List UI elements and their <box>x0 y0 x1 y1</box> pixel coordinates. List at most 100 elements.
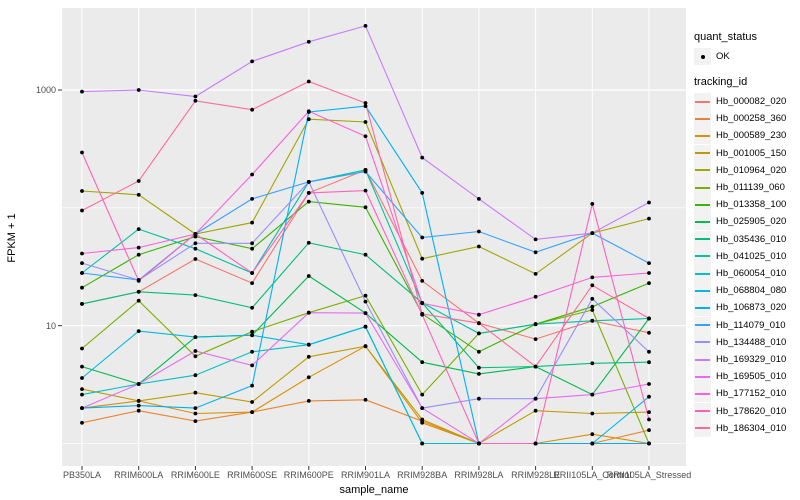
data-point <box>533 294 538 299</box>
data-point <box>363 134 368 139</box>
legend-label: Hb_000258_360 <box>716 113 787 125</box>
legend-line-swatch <box>695 375 710 378</box>
data-point <box>193 241 198 246</box>
legend-line-swatch <box>695 272 710 275</box>
x-tick-label: RRIM600SE <box>227 470 278 480</box>
data-point <box>590 392 595 397</box>
data-point <box>647 200 651 205</box>
data-point <box>363 24 368 28</box>
legend-key <box>694 333 711 351</box>
data-point <box>306 310 311 315</box>
data-point <box>80 387 84 391</box>
y-tick-label: 1000 <box>35 85 56 95</box>
data-point <box>647 382 651 386</box>
legend-line-swatch <box>695 203 710 206</box>
legend-label: Hb_010964_020 <box>716 164 787 176</box>
legend-label: Hb_001005_150 <box>716 147 787 159</box>
legend-key <box>694 419 711 437</box>
data-point <box>590 231 595 236</box>
legend-line-swatch <box>695 289 710 292</box>
data-point <box>420 417 425 422</box>
data-point <box>477 365 481 370</box>
data-point <box>590 308 595 312</box>
data-point <box>80 189 84 193</box>
data-point <box>80 376 84 380</box>
data-point <box>193 411 198 416</box>
data-point <box>250 333 255 338</box>
data-point <box>250 281 255 285</box>
legend-key <box>694 282 711 300</box>
data-point <box>477 312 481 317</box>
data-point <box>80 271 84 275</box>
legend-label: Hb_000589_230 <box>716 130 787 142</box>
legend-label: Hb_114079_010 <box>716 319 786 331</box>
data-point <box>80 285 84 290</box>
data-point <box>420 360 425 365</box>
legend-key <box>694 316 711 334</box>
data-point <box>306 274 311 278</box>
x-tick-label: RRII105LA_Control <box>553 470 632 480</box>
x-tick-label: RRIM600LE <box>170 470 220 480</box>
data-point <box>477 229 481 234</box>
data-point <box>250 363 255 368</box>
data-point <box>363 299 368 304</box>
data-point <box>250 271 255 275</box>
legend-label: Hb_169505_010 <box>716 371 787 383</box>
y-tick-label: 10 <box>45 320 56 331</box>
data-point <box>250 172 255 177</box>
data-point <box>590 283 595 288</box>
data-point <box>533 364 538 369</box>
legend-line-swatch <box>695 255 710 258</box>
data-point <box>193 246 198 251</box>
data-point <box>250 197 255 201</box>
data-point <box>363 169 368 174</box>
data-point <box>136 399 141 403</box>
data-point <box>477 441 481 446</box>
data-point <box>136 279 141 283</box>
ok-point-icon <box>700 54 705 59</box>
data-point <box>420 256 425 261</box>
data-point <box>647 261 651 265</box>
legend-label: Hb_000082_020 <box>716 96 787 107</box>
data-point <box>136 245 141 250</box>
x-tick-label: RRIM600PE <box>283 470 334 480</box>
data-point <box>590 361 595 366</box>
data-point <box>80 251 84 256</box>
legend-label: Hb_025905_020 <box>716 216 787 228</box>
legend-line-swatch <box>695 117 710 120</box>
data-point <box>363 188 368 193</box>
legend-key <box>694 179 711 196</box>
legend-key <box>694 196 711 214</box>
x-tick-label: RRIM901LA <box>340 470 391 480</box>
data-point <box>477 331 481 336</box>
data-point <box>306 117 311 122</box>
data-point <box>136 382 141 386</box>
data-point <box>533 322 538 327</box>
data-point <box>363 104 368 108</box>
data-point <box>420 191 425 195</box>
legend-line-swatch <box>695 410 710 413</box>
legend-line-swatch <box>695 341 710 344</box>
data-point <box>193 234 198 239</box>
legend-key <box>694 402 711 420</box>
data-point <box>193 232 198 236</box>
data-point <box>477 349 481 354</box>
legend-line-swatch <box>695 358 710 361</box>
legend-line-swatch <box>695 100 710 103</box>
data-point <box>420 155 425 160</box>
data-point <box>590 304 595 309</box>
legend-line-swatch <box>695 238 710 241</box>
legend-label: Hb_186304_010 <box>716 422 787 434</box>
data-point <box>477 244 481 249</box>
data-point <box>420 301 425 306</box>
legend-line-swatch <box>695 152 710 155</box>
data-point <box>80 150 84 155</box>
data-point <box>193 390 198 395</box>
data-point <box>363 311 368 315</box>
data-point <box>136 408 141 413</box>
legend-key <box>694 161 711 179</box>
data-point <box>477 321 481 326</box>
x-tick-label: RRIM600LA <box>114 470 164 480</box>
legend-key <box>694 213 711 231</box>
legend-title-quant-status: quant_status <box>694 31 757 43</box>
